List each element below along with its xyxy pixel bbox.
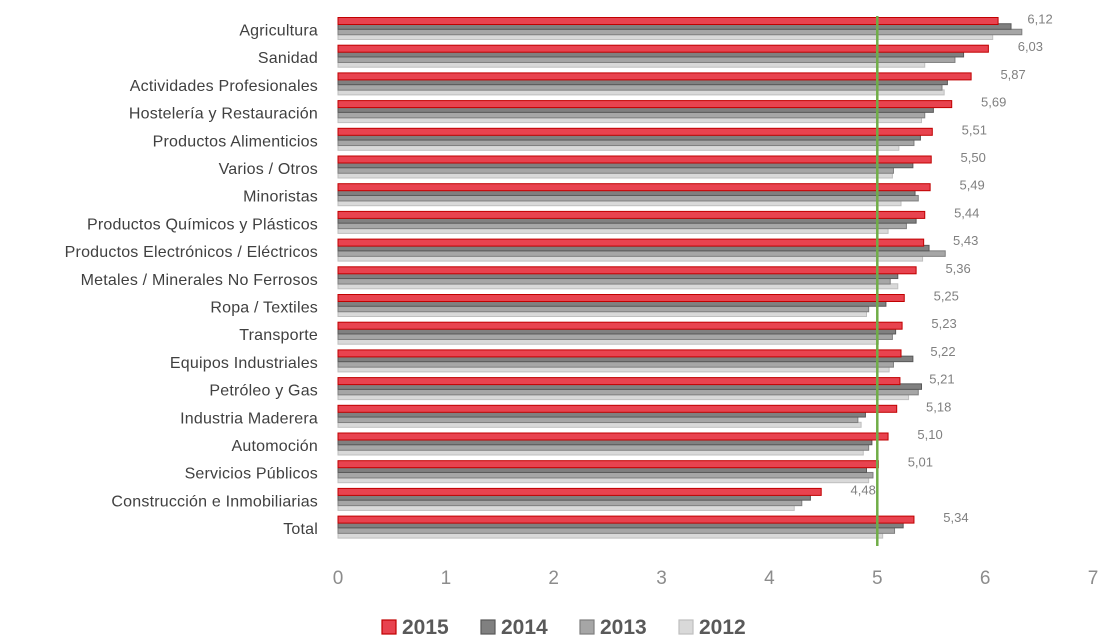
data-label: 5,01 xyxy=(908,455,933,470)
legend-label: 2012 xyxy=(699,616,746,638)
data-label: 5,44 xyxy=(954,205,979,220)
data-label: 5,87 xyxy=(1000,67,1025,82)
data-label: 5,21 xyxy=(929,372,954,387)
legend-label: 2013 xyxy=(600,616,647,638)
x-tick-label: 1 xyxy=(441,568,452,589)
data-label: 5,36 xyxy=(945,261,970,276)
data-label: 6,03 xyxy=(1018,39,1043,54)
bar-2015-18 xyxy=(337,515,915,524)
bar-2015-6 xyxy=(337,183,931,192)
bar-2015-10 xyxy=(337,294,905,302)
bar-2015-14 xyxy=(337,404,898,413)
category-label: Productos Alimenticios xyxy=(153,133,318,150)
bar-2013-8 xyxy=(337,250,946,257)
data-label: 5,34 xyxy=(943,510,968,525)
legend-swatch-2012 xyxy=(678,619,694,635)
bars-layer xyxy=(337,17,1023,539)
bar-2013-18 xyxy=(337,527,896,534)
bar-2013-4 xyxy=(337,139,915,147)
category-label: Minoristas xyxy=(243,189,318,206)
bar-2015-4 xyxy=(337,127,933,136)
data-labels: 6,12 6,03 5,87 5,69 5,51 5,50 5,49 5,44 5,43 5,36… xyxy=(851,12,1053,526)
legend-swatch-2014 xyxy=(480,619,496,635)
category-label: Industria Maderera xyxy=(180,410,318,427)
bar-2015-1 xyxy=(337,44,989,53)
bar-2015-8 xyxy=(337,238,925,247)
bar-2013-13 xyxy=(337,388,919,396)
category-label: Petróleo y Gas xyxy=(209,383,318,400)
x-tick-label: 7 xyxy=(1088,568,1099,589)
category-label: Actividades Profesionales xyxy=(130,78,318,95)
data-label: 5,23 xyxy=(931,316,956,331)
data-label: 5,18 xyxy=(926,399,951,414)
bar-2013-1 xyxy=(337,56,956,63)
legend-swatch-2015 xyxy=(381,619,397,635)
bar-2013-11 xyxy=(337,333,893,340)
legend-swatch-2013 xyxy=(579,619,595,635)
bar-2015-12 xyxy=(337,349,902,358)
x-tick-label: 5 xyxy=(872,568,883,589)
legend: 2015 2014 2013 2012 xyxy=(381,616,746,638)
category-label: Varios / Otros xyxy=(219,161,318,178)
bar-2015-13 xyxy=(337,377,901,386)
category-label: Metales / Minerales No Ferrosos xyxy=(81,272,318,289)
x-tick-label: 4 xyxy=(764,568,775,589)
category-label: Servicios Públicos xyxy=(185,466,318,483)
bar-2015-17 xyxy=(337,487,822,496)
data-label: 5,51 xyxy=(962,122,987,137)
bar-2015-5 xyxy=(337,155,932,164)
bar-2015-0 xyxy=(337,17,999,25)
bar-2013-16 xyxy=(337,471,874,479)
bar-2013-12 xyxy=(337,361,894,368)
bar-2015-16 xyxy=(337,460,879,469)
bar-2015-9 xyxy=(337,266,917,275)
data-label: 5,43 xyxy=(953,233,978,248)
bar-2015-15 xyxy=(337,432,889,441)
bar-2015-2 xyxy=(337,72,972,81)
category-label: Automoción xyxy=(232,438,319,455)
bar-2013-7 xyxy=(337,222,907,230)
bar-2013-3 xyxy=(337,111,926,119)
category-label: Agricultura xyxy=(239,23,318,40)
x-tick-label: 6 xyxy=(980,568,991,589)
bar-2013-6 xyxy=(337,194,919,202)
bar-2013-0 xyxy=(337,28,1023,36)
data-label: 5,10 xyxy=(917,427,942,442)
data-label: 5,69 xyxy=(981,95,1006,110)
legend-label: 2014 xyxy=(501,616,548,638)
category-label: Ropa / Textiles xyxy=(210,300,318,317)
category-label: Equipos Industriales xyxy=(170,355,318,372)
bar-2013-17 xyxy=(337,499,803,507)
category-labels: Agricultura Sanidad Actividades Profesiona… xyxy=(65,23,318,539)
x-tick-label: 0 xyxy=(333,568,344,589)
data-label: 6,12 xyxy=(1027,12,1052,27)
bar-2013-5 xyxy=(337,167,894,174)
bar-2013-15 xyxy=(337,444,870,451)
category-label: Construcción e Inmobiliarias xyxy=(111,493,318,510)
bar-2015-7 xyxy=(337,210,926,219)
category-label: Productos Electrónicos / Eléctricos xyxy=(65,244,318,261)
bar-2015-3 xyxy=(337,100,953,109)
data-label: 5,22 xyxy=(930,344,955,359)
bar-2013-14 xyxy=(337,416,859,424)
category-label: Sanidad xyxy=(258,50,318,67)
category-label: Productos Químicos y Plásticos xyxy=(87,216,318,233)
bar-2015-11 xyxy=(337,321,903,330)
bar-2013-10 xyxy=(337,305,870,313)
data-label: 5,50 xyxy=(961,150,986,165)
x-tick-label: 3 xyxy=(656,568,667,589)
category-label: Transporte xyxy=(239,327,318,344)
data-label: 5,25 xyxy=(934,289,959,304)
bar-2013-9 xyxy=(337,278,891,285)
data-label: 4,48 xyxy=(851,482,876,497)
x-tick-label: 2 xyxy=(548,568,559,589)
bar-2013-2 xyxy=(337,84,943,91)
x-axis-ticks: 0 1 2 3 4 5 6 7 xyxy=(333,568,1099,589)
category-label: Hostelería y Restauración xyxy=(129,106,318,123)
category-label: Total xyxy=(283,521,318,538)
data-label: 5,49 xyxy=(959,178,984,193)
legend-label: 2015 xyxy=(402,616,449,638)
